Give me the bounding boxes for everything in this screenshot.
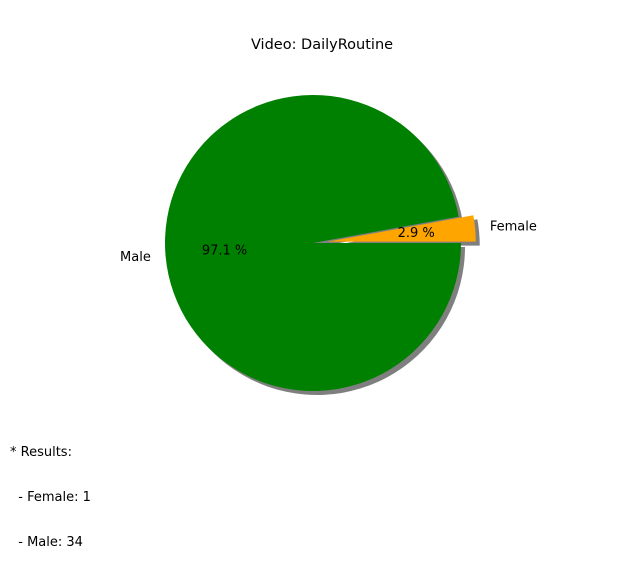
results-summary: * Results: - Female: 1 - Male: 34 [10,415,91,565]
results-header: * Results: [10,445,72,460]
slice-female [327,215,476,242]
slice-label-male: Male [120,250,151,265]
slice-pct-male: 97.1 % [202,243,247,258]
results-line-female: - Female: 1 [10,490,91,505]
pie-chart: Video: DailyRoutine Female 2.9 % Male 97.1 … [120,37,537,395]
slice-label-female: Female [490,220,537,235]
slice-male [164,94,461,391]
chart-title: Video: DailyRoutine [251,37,393,53]
pie-slices [164,94,476,391]
pie-labels: Female 2.9 % Male 97.1 % [120,220,537,266]
results-line-male: - Male: 34 [10,535,83,550]
slice-pct-female: 2.9 % [398,226,435,241]
